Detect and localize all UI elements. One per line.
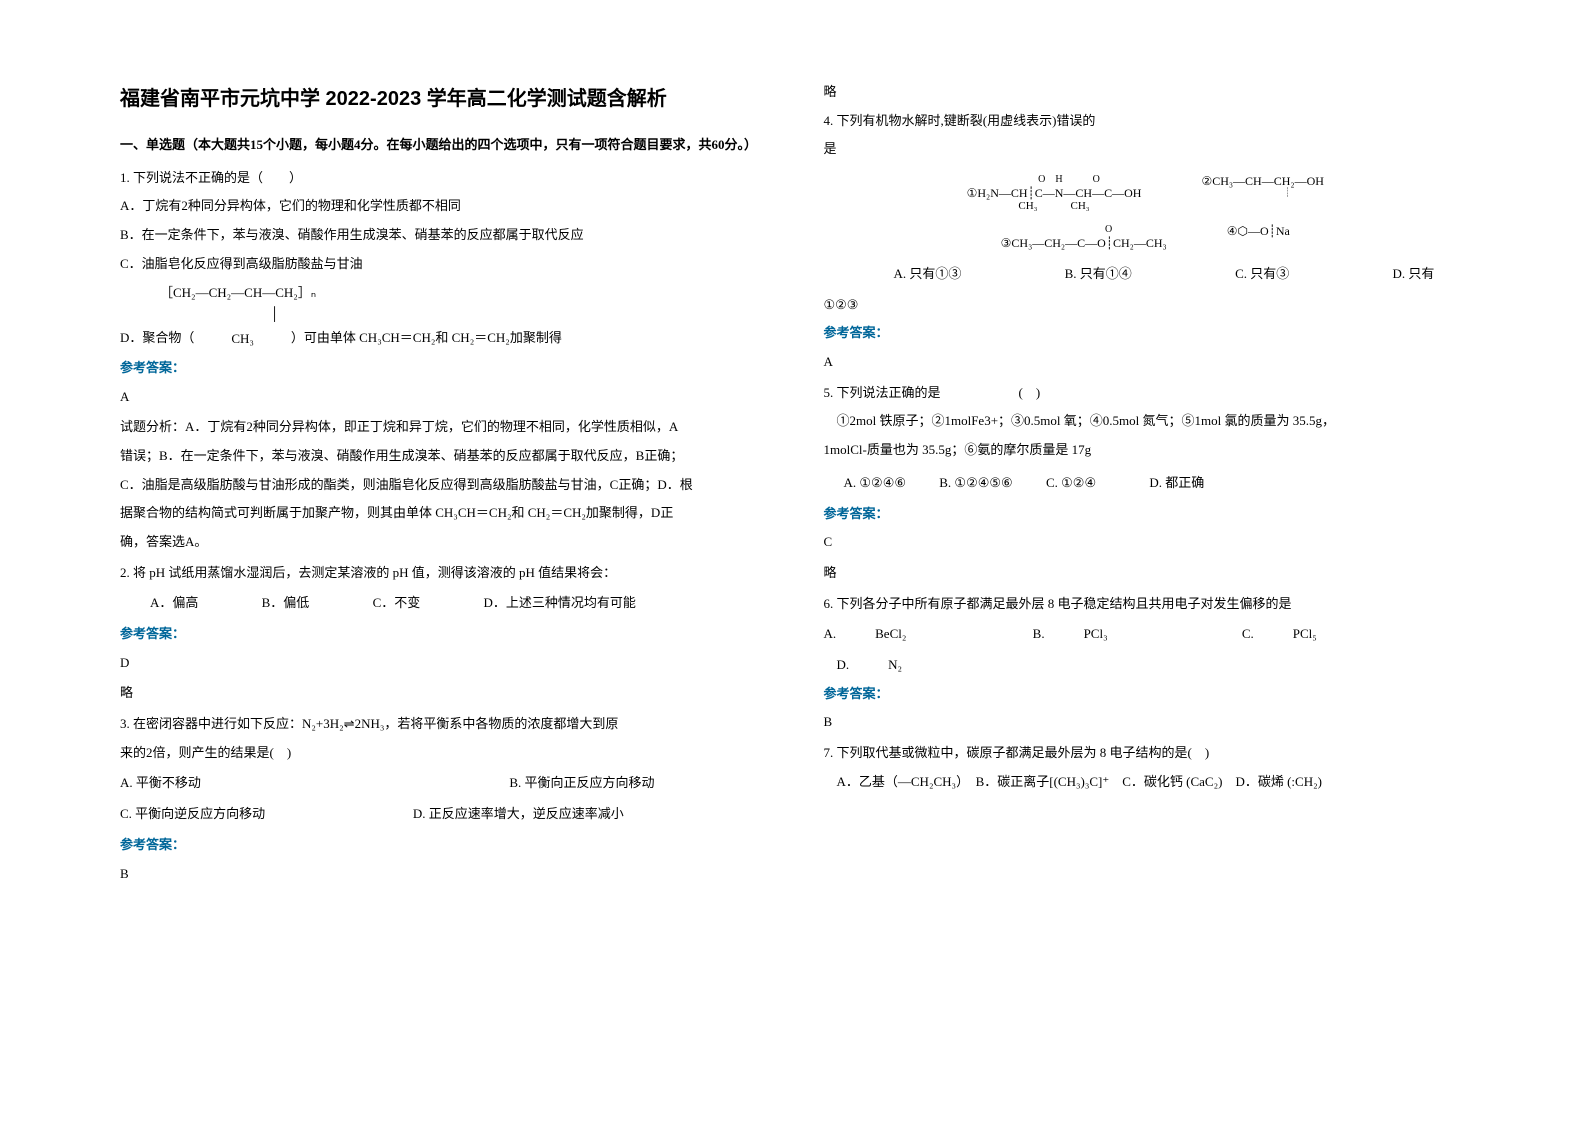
q3-optB: B. 平衡向正反应方向移动 bbox=[509, 775, 654, 790]
q5-answer: C bbox=[824, 530, 1468, 555]
answer-label: 参考答案： bbox=[824, 502, 1468, 527]
q4-formula4: ④⬡—O┊Na bbox=[1227, 224, 1290, 250]
q1-optC: C．油脂皂化反应得到高级脂肪酸盐与甘油 bbox=[120, 252, 764, 277]
q4-formula1: ①H₂N—CH┊C—N—CH—C—OH bbox=[967, 186, 1142, 200]
q3-optC: C. 平衡向逆反应方向移动 bbox=[120, 802, 410, 827]
question-2: 2. 将 pH 试纸用蒸馏水湿润后，去测定某溶液的 pH 值，测得该溶液的 pH… bbox=[120, 561, 764, 706]
q1-optD-pre: D．聚合物（ bbox=[120, 330, 194, 345]
q6-optD: D. N₂ bbox=[824, 653, 1468, 678]
q6-optA: A. BeCl₂ bbox=[824, 622, 1030, 647]
q1-explain3: C．油脂是高级脂肪酸与甘油形成的酯类，则油脂皂化反应得到高级脂肪酸盐与甘油，C正… bbox=[120, 473, 764, 498]
q4-optA: A. 只有①③ bbox=[894, 262, 962, 287]
q1-optB: B．在一定条件下，苯与液溴、硝酸作用生成溴苯、硝基苯的反应都属于取代反应 bbox=[120, 223, 764, 248]
q3-stem1: 3. 在密闭容器中进行如下反应：N₂+3H₂⇌2NH₃，若将平衡系中各物质的浓度… bbox=[120, 712, 764, 737]
page-title: 福建省南平市元坑中学 2022-2023 学年高二化学测试题含解析 bbox=[120, 80, 764, 118]
question-4: 4. 下列有机物水解时,键断裂(用虚线表示)错误的 是 O H O ①H₂N—C… bbox=[824, 109, 1468, 375]
q5-optD: D. 都正确 bbox=[1149, 475, 1204, 490]
q4-formula2: ②CH₃—CH—CH₂—OH bbox=[1201, 174, 1323, 188]
q4-stem2: 是 bbox=[824, 137, 1468, 162]
question-5: 5. 下列说法正确的是 ( ) ①2mol 铁原子；②1molFe3+；③0.5… bbox=[824, 381, 1468, 586]
q5-optC: C. ①②④ bbox=[1046, 471, 1096, 496]
q7-stem: 7. 下列取代基或微粒中，碳原子都满足最外层为 8 电子结构的是( ) bbox=[824, 741, 1468, 766]
q2-answer: D bbox=[120, 651, 764, 676]
polymer-top: ［CH₂—CH₂—CH—CH₂］ₙ bbox=[160, 281, 316, 306]
q3-answer: B bbox=[120, 862, 764, 887]
q1-optA: A．丁烷有2种同分异构体，它们的物理和化学性质都不相同 bbox=[120, 194, 764, 219]
answer-label: 参考答案： bbox=[824, 321, 1468, 346]
q1-explain1: 试题分析：A．丁烷有2种同分异构体，即正丁烷和异丁烷，它们的物理不相同，化学性质… bbox=[120, 415, 764, 440]
q2-optB: B．偏低 bbox=[262, 591, 310, 616]
answer-label: 参考答案： bbox=[824, 682, 1468, 707]
q2-optC: C．不变 bbox=[373, 591, 421, 616]
q4-optD-cont: ①②③ bbox=[824, 293, 1468, 318]
q2-optD: D．上述三种情况均有可能 bbox=[483, 591, 635, 616]
q4-answer: A bbox=[824, 350, 1468, 375]
answer-label: 参考答案： bbox=[120, 622, 764, 647]
q1-answer: A bbox=[120, 385, 764, 410]
polymer-bottom: CH₃ bbox=[231, 327, 254, 352]
q6-optC: C. PCl₅ bbox=[1242, 622, 1317, 647]
q6-optB: B. PCl₃ bbox=[1033, 622, 1239, 647]
q1-explain5: 确，答案选A。 bbox=[120, 530, 764, 555]
q4-formula3: ③CH₃—CH₂—C—O┊CH₂—CH₃ bbox=[1001, 236, 1167, 250]
q3-optA: A. 平衡不移动 bbox=[120, 771, 506, 796]
question-7: 7. 下列取代基或微粒中，碳原子都满足最外层为 8 电子结构的是( ) A．乙基… bbox=[824, 741, 1468, 794]
q1-stem: 1. 下列说法不正确的是（ ） bbox=[120, 166, 764, 191]
answer-label: 参考答案： bbox=[120, 833, 764, 858]
q2-stem: 2. 将 pH 试纸用蒸馏水湿润后，去测定某溶液的 pH 值，测得该溶液的 pH… bbox=[120, 561, 764, 586]
q5-optB: B. ①②④⑤⑥ bbox=[939, 471, 1012, 496]
q1-optD: ［CH₂—CH₂—CH—CH₂］ₙ │ D．聚合物（ CH₃ ）可由单体 CH₃… bbox=[120, 280, 764, 351]
q6-answer: B bbox=[824, 710, 1468, 735]
question-3: 3. 在密闭容器中进行如下反应：N₂+3H₂⇌2NH₃，若将平衡系中各物质的浓度… bbox=[120, 712, 764, 886]
q5-line1: ①2mol 铁原子；②1molFe3+；③0.5mol 氧；④0.5mol 氮气… bbox=[824, 409, 1468, 434]
answer-label: 参考答案： bbox=[120, 356, 764, 381]
q3-optD: D. 正反应速率增大，逆反应速率减小 bbox=[413, 806, 624, 821]
q7-opts: A．乙基（—CH₂CH₃） B．碳正离子[(CH₃)₃C]⁺ C．碳化钙 (Ca… bbox=[824, 770, 1468, 795]
q6-stem: 6. 下列各分子中所有原子都满足最外层 8 电子稳定结构且共用电子对发生偏移的是 bbox=[824, 592, 1468, 617]
q2-omitted: 略 bbox=[120, 681, 764, 706]
q4-diagram: O H O ①H₂N—CH┊C—N—CH—C—OH CH₃ CH₃ ②CH₃—C… bbox=[824, 174, 1468, 250]
q5-optA: A. ①②④⑥ bbox=[844, 471, 907, 496]
q4-optB: B. 只有①④ bbox=[1065, 262, 1132, 287]
q4-stem1: 4. 下列有机物水解时,键断裂(用虚线表示)错误的 bbox=[824, 109, 1468, 134]
q3-stem2: 来的2倍，则产生的结果是( ) bbox=[120, 741, 764, 766]
q1-optD-post: ）可由单体 CH₃CH＝CH₂和 CH₂＝CH₂加聚制得 bbox=[291, 330, 562, 345]
q4-optD: D. 只有 bbox=[1392, 266, 1434, 281]
section-heading: 一、单选题（本大题共15个小题，每小题4分。在每小题给出的四个选项中，只有一项符… bbox=[120, 133, 764, 158]
q5-omitted: 略 bbox=[824, 561, 1468, 586]
q1-explain2: 错误；B．在一定条件下，苯与液溴、硝酸作用生成溴苯、硝基苯的反应都属于取代反应，… bbox=[120, 444, 764, 469]
q5-stem: 5. 下列说法正确的是 ( ) bbox=[824, 381, 1468, 406]
q1-explain4: 据聚合物的结构简式可判断属于加聚产物，则其由单体 CH₃CH＝CH₂和 CH₂＝… bbox=[120, 501, 764, 526]
q4-formula1-sub: CH₃ CH₃ bbox=[967, 200, 1142, 213]
q3-omitted: 略 bbox=[824, 80, 1468, 105]
q4-optC: C. 只有③ bbox=[1235, 262, 1289, 287]
q5-line2: 1molCl-质量也为 35.5g；⑥氨的摩尔质量是 17g bbox=[824, 438, 1468, 463]
question-1: 1. 下列说法不正确的是（ ） A．丁烷有2种同分异构体，它们的物理和化学性质都… bbox=[120, 166, 764, 555]
q2-optA: A．偏高 bbox=[150, 591, 198, 616]
question-6: 6. 下列各分子中所有原子都满足最外层 8 电子稳定结构且共用电子对发生偏移的是… bbox=[824, 592, 1468, 735]
